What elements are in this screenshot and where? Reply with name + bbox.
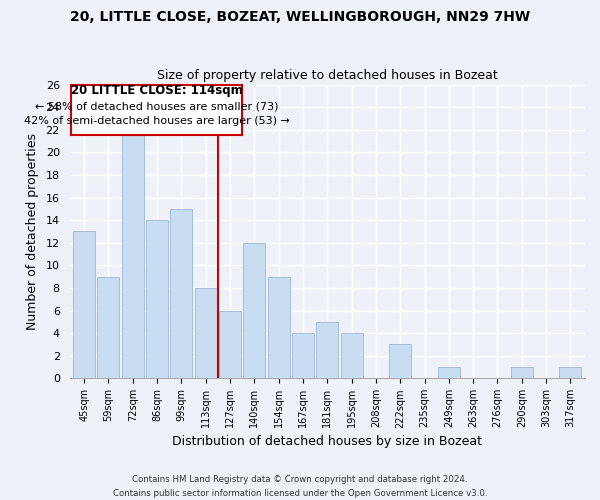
Bar [559, 367, 581, 378]
Bar [438, 367, 460, 378]
Text: ← 58% of detached houses are smaller (73): ← 58% of detached houses are smaller (73… [35, 101, 278, 111]
Bar [292, 333, 314, 378]
Text: Contains HM Land Registry data © Crown copyright and database right 2024.
Contai: Contains HM Land Registry data © Crown c… [113, 476, 487, 498]
Bar [97, 276, 119, 378]
Text: 20 LITTLE CLOSE: 114sqm: 20 LITTLE CLOSE: 114sqm [71, 84, 242, 96]
Bar [122, 130, 143, 378]
Bar [244, 242, 265, 378]
Bar [389, 344, 411, 378]
Bar [511, 367, 533, 378]
Text: 20, LITTLE CLOSE, BOZEAT, WELLINGBOROUGH, NN29 7HW: 20, LITTLE CLOSE, BOZEAT, WELLINGBOROUGH… [70, 10, 530, 24]
Bar [219, 310, 241, 378]
X-axis label: Distribution of detached houses by size in Bozeat: Distribution of detached houses by size … [172, 434, 482, 448]
Bar [195, 288, 217, 378]
Bar [316, 322, 338, 378]
Bar [170, 209, 193, 378]
Y-axis label: Number of detached properties: Number of detached properties [26, 133, 38, 330]
Title: Size of property relative to detached houses in Bozeat: Size of property relative to detached ho… [157, 69, 497, 82]
FancyBboxPatch shape [71, 84, 242, 136]
Bar [268, 276, 290, 378]
Text: 42% of semi-detached houses are larger (53) →: 42% of semi-detached houses are larger (… [23, 116, 289, 126]
Bar [146, 220, 168, 378]
Bar [73, 232, 95, 378]
Bar [341, 333, 362, 378]
